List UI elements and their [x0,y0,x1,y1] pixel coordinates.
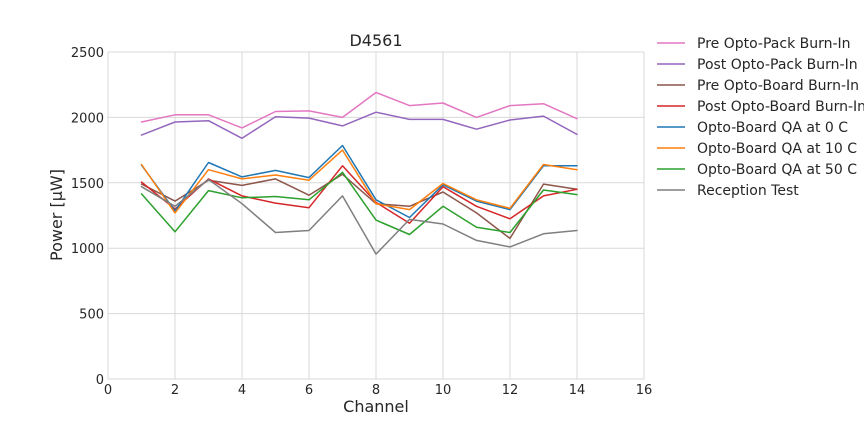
legend-item: Reception Test [657,183,799,199]
legend-label: Opto-Board QA at 50 C [697,162,857,178]
chart-title: D4561 [349,31,402,50]
y-tick-label: 1000 [71,242,104,257]
x-tick-label: 8 [372,383,380,398]
legend-item: Pre Opto-Pack Burn-In [657,36,851,52]
y-tick-label: 2000 [71,111,104,126]
series-line [140,171,578,236]
legend-label: Pre Opto-Pack Burn-In [697,36,851,52]
legend-item: Opto-Board QA at 50 C [657,162,857,178]
legend: Pre Opto-Pack Burn-In Post Opto-Pack Burn… [657,36,864,199]
tick-labels: 0 2 4 6 8 10 12 14 16 0 500 1000 1500 2000 2500 [71,46,652,398]
series-line [140,91,578,129]
x-tick-label: 0 [104,383,112,398]
series-line [140,165,578,225]
series-line [140,178,578,255]
series-line [140,144,578,219]
y-tick-label: 500 [79,308,104,323]
y-tick-label: 2500 [71,46,104,61]
x-tick-label: 10 [435,383,452,398]
y-axis-label: Power [μW] [47,169,66,261]
series-line [140,111,578,140]
x-tick-label: 14 [569,383,586,398]
legend-label: Reception Test [697,183,799,199]
legend-item: Opto-Board QA at 0 C [657,120,848,136]
x-tick-label: 2 [171,383,179,398]
series-line [140,149,578,214]
legend-label: Opto-Board QA at 0 C [697,120,848,136]
x-tick-label: 4 [238,383,246,398]
legend-item: Post Opto-Board Burn-In [657,99,864,115]
legend-label: Post Opto-Board Burn-In [697,99,864,115]
x-tick-label: 6 [305,383,313,398]
legend-item: Post Opto-Pack Burn-In [657,57,858,73]
series-lines [140,91,578,255]
y-tick-label: 0 [96,373,104,388]
y-tick-label: 1500 [71,177,104,192]
x-tick-label: 12 [502,383,519,398]
x-tick-label: 16 [636,383,653,398]
legend-item: Opto-Board QA at 10 C [657,141,857,157]
legend-item: Pre Opto-Board Burn-In [657,78,859,94]
plot-frame [107,51,645,380]
legend-label: Post Opto-Pack Burn-In [697,57,858,73]
x-axis-label: Channel [343,397,409,416]
legend-label: Opto-Board QA at 10 C [697,141,857,157]
legend-label: Pre Opto-Board Burn-In [697,78,859,94]
